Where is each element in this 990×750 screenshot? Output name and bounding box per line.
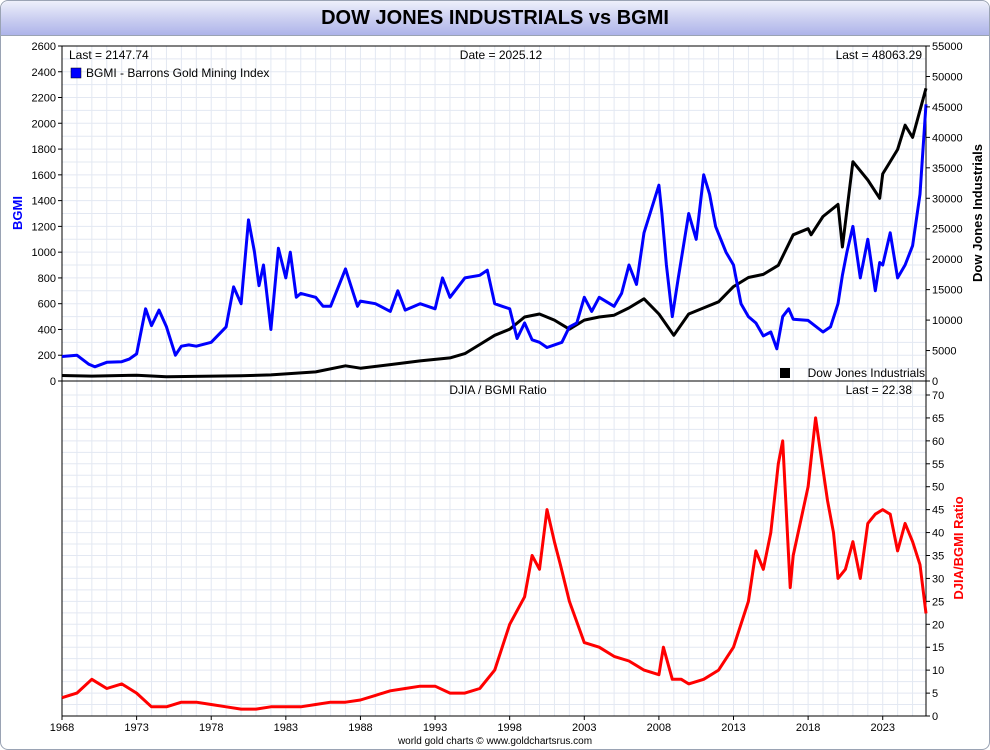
ratio-y-tick-label: 20	[932, 619, 944, 631]
x-tick-label: 2023	[870, 722, 894, 734]
ratio-y-tick-label: 70	[932, 390, 944, 402]
ratio-y-tick-label: 10	[932, 665, 944, 677]
y-left-tick-label: 600	[38, 299, 56, 311]
y-left-tick-label: 1200	[32, 221, 56, 233]
ratio-y-tick-label: 5	[932, 688, 938, 700]
top-panel-grid	[61, 45, 926, 382]
y-left-tick-label: 1000	[32, 247, 56, 259]
y-left-tick-label: 400	[38, 324, 56, 336]
footer-credit: world gold charts © www.goldchartsrus.co…	[397, 736, 592, 747]
bottom-last-ratio: Last = 22.38	[846, 383, 913, 397]
x-tick-label: 1968	[50, 722, 74, 734]
legend-bgmi-label: BGMI - Barrons Gold Mining Index	[86, 66, 269, 80]
y-left-tick-label: 1400	[32, 196, 56, 208]
y-right-tick-label: 25000	[932, 224, 963, 236]
top-last-bgmi: Last = 2147.74	[69, 48, 149, 62]
ratio-y-tick-label: 0	[932, 711, 938, 723]
y-left-tick-label: 0	[50, 376, 56, 388]
legend-djia-swatch	[780, 368, 790, 378]
bottom-panel-title: DJIA / BGMI Ratio	[449, 383, 547, 397]
y-left-tick-label: 1800	[32, 144, 56, 156]
ratio-y-tick-label: 35	[932, 551, 944, 563]
ratio-y-tick-label: 60	[932, 436, 944, 448]
bgmi-series-line	[61, 104, 928, 369]
y-right-tick-label: 10000	[932, 315, 963, 327]
x-tick-label: 1983	[274, 722, 298, 734]
legend-bgmi-swatch	[70, 67, 82, 79]
chart-canvas: 0200400600800100012001400160018002000220…	[10, 41, 985, 747]
ratio-series-line	[61, 416, 928, 711]
y-right-tick-label: 45000	[932, 102, 963, 114]
x-tick-label: 2018	[796, 722, 820, 734]
y-left-tick-label: 2400	[32, 67, 56, 79]
y-right-tick-label: 5000	[932, 346, 956, 358]
y-right-tick-label: 55000	[932, 41, 963, 53]
x-tick-label: 2013	[721, 722, 745, 734]
axis-ticks: 0200400600800100012001400160018002000220…	[32, 41, 963, 734]
djia-series-line	[61, 87, 928, 379]
y-right-tick-label: 0	[932, 376, 938, 388]
x-tick-label: 1978	[199, 722, 223, 734]
y-right-tick-label: 40000	[932, 132, 963, 144]
chart-title: DOW JONES INDUSTRIALS vs BGMI	[1, 1, 989, 36]
y-left-tick-label: 1600	[32, 170, 56, 182]
bottom-panel-border	[61, 380, 927, 717]
ratio-y-tick-label: 25	[932, 596, 944, 608]
x-tick-label: 1988	[348, 722, 372, 734]
y-right-tick-label: 50000	[932, 71, 963, 83]
x-tick-label: 2008	[647, 722, 671, 734]
x-tick-label: 1998	[497, 722, 521, 734]
ratio-y-tick-label: 65	[932, 413, 944, 425]
ratio-y-tick-label: 50	[932, 482, 944, 494]
bottom-panel-grid	[61, 381, 926, 717]
top-y-right-label: Dow Jones Industrials	[970, 144, 985, 282]
x-tick-label: 2003	[572, 722, 596, 734]
ratio-y-tick-label: 55	[932, 459, 944, 471]
y-left-tick-label: 2200	[32, 93, 56, 105]
y-right-tick-label: 35000	[932, 163, 963, 175]
y-right-tick-label: 30000	[932, 193, 963, 205]
bottom-y-right-label: DJIA/BGMI Ratio	[951, 496, 966, 599]
bottom-panel-series	[61, 416, 928, 711]
ratio-y-tick-label: 30	[932, 573, 944, 585]
y-left-tick-label: 200	[38, 350, 56, 362]
y-left-tick-label: 2000	[32, 118, 56, 130]
top-panel-series	[61, 87, 928, 379]
legend-djia-label: Dow Jones Industrials	[808, 366, 925, 380]
ratio-y-tick-label: 40	[932, 528, 944, 540]
y-right-tick-label: 15000	[932, 285, 963, 297]
y-left-tick-label: 2600	[32, 41, 56, 53]
ratio-y-tick-label: 15	[932, 642, 944, 654]
y-right-tick-label: 20000	[932, 254, 963, 266]
y-left-tick-label: 800	[38, 273, 56, 285]
top-date: Date = 2025.12	[460, 48, 543, 62]
top-y-left-label: BGMI	[10, 196, 25, 230]
top-last-djia: Last = 48063.29	[836, 48, 923, 62]
x-tick-label: 1993	[423, 722, 447, 734]
ratio-y-tick-label: 45	[932, 505, 944, 517]
x-tick-label: 1973	[124, 722, 148, 734]
